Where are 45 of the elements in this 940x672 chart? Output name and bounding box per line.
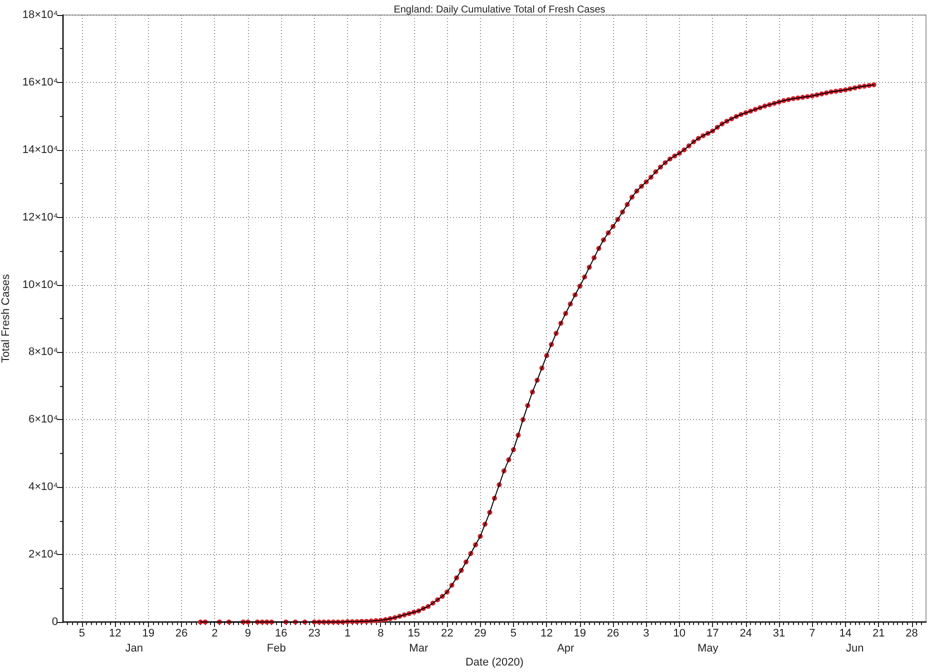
x-tick-label: 2 xyxy=(212,628,218,640)
x-tick-label: 22 xyxy=(440,628,454,640)
x-tick-label: 26 xyxy=(606,628,620,640)
x-tick-label: 9 xyxy=(244,628,251,640)
x-tick-label: 28 xyxy=(906,628,918,640)
x-tick-label: 12 xyxy=(109,628,122,640)
x2-tick-label: Apr xyxy=(557,642,575,654)
x2-tick-label: Feb xyxy=(266,642,286,654)
y-tick-label: 12×10⁴ xyxy=(22,211,58,224)
x-tick-label: 5 xyxy=(510,628,517,640)
x-tick-label: 31 xyxy=(772,628,786,640)
x-tick-label: 8 xyxy=(378,628,384,640)
y-tick-label: 8×10⁴ xyxy=(28,346,58,358)
x2-tick-label: Jan xyxy=(125,642,143,654)
x2-tick-label: Mar xyxy=(409,642,428,654)
x-tick-label: 14 xyxy=(839,628,852,640)
y-tick-label: 4×10⁴ xyxy=(28,481,58,494)
chart-title: England: Daily Cumulative Total of Fresh Cases xyxy=(394,4,606,16)
x-tick-label: 15 xyxy=(408,628,420,640)
x-tick-label: 19 xyxy=(574,628,586,640)
x-tick-label: 5 xyxy=(78,628,86,640)
x-tick-label: 19 xyxy=(142,628,154,640)
y-tick-label: 14×10⁴ xyxy=(22,144,58,156)
y-tick-label: 6×10⁴ xyxy=(28,414,58,426)
x-tick-label: 29 xyxy=(474,628,486,640)
x-tick-label: 10 xyxy=(673,628,686,640)
x-axis-title: Date (2020) xyxy=(465,656,524,668)
x-tick-label: 24 xyxy=(740,628,752,640)
x-tick-label: 7 xyxy=(809,628,816,640)
y-axis-title: Total Fresh Cases xyxy=(0,274,12,363)
y-tick-label: 16×10⁴ xyxy=(22,76,58,88)
y-tick-label: 2×10⁴ xyxy=(28,548,58,561)
x-tick-label: 16 xyxy=(274,628,288,640)
x2-tick-label: Jun xyxy=(846,642,864,654)
x-tick-label: 3 xyxy=(643,628,650,640)
y-tick-label: 0 xyxy=(52,616,58,628)
y-tick-label: 10×10⁴ xyxy=(22,278,58,291)
x2-tick-label: May xyxy=(697,642,719,654)
x-tick-label: 1 xyxy=(344,628,351,640)
y-tick-label: 18×10⁴ xyxy=(22,9,58,21)
x-tick-label: 12 xyxy=(540,628,553,640)
x-tick-label: 17 xyxy=(706,628,719,640)
x-tick-label: 26 xyxy=(175,628,188,640)
x-tick-label: 23 xyxy=(308,628,320,640)
x-tick-label: 21 xyxy=(872,628,885,640)
